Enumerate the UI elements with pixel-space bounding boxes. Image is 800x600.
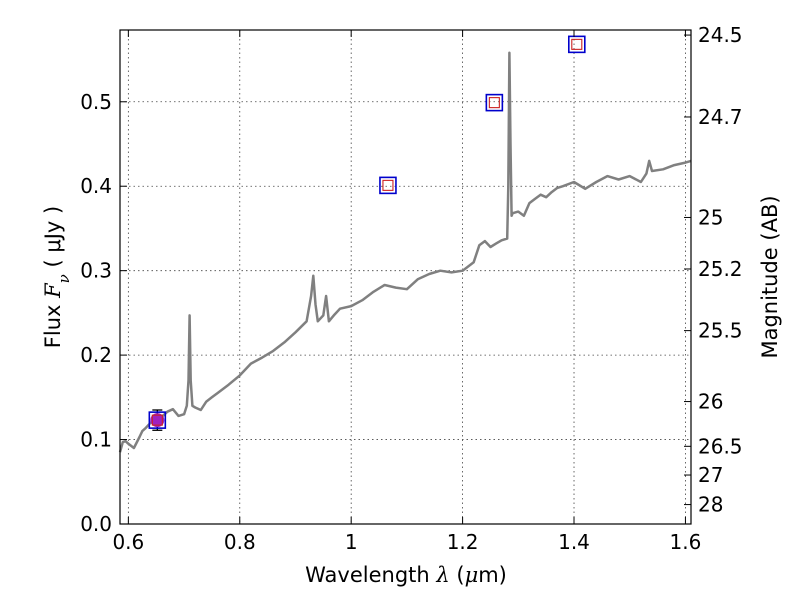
red-square-marker xyxy=(151,414,163,426)
y2-tick-label: 27 xyxy=(698,463,723,487)
y-tick-label: 0.5 xyxy=(80,90,112,114)
y-tick-label: 0.1 xyxy=(80,428,112,452)
y2-tick-label: 25.2 xyxy=(698,257,743,281)
axis-ticks xyxy=(120,30,691,525)
x-tick-label: 1 xyxy=(345,530,358,554)
x-tick-label: 0.6 xyxy=(112,530,144,554)
spectrum-line xyxy=(118,51,692,453)
y-axis-title: Flux Fν ( μJy ) xyxy=(41,206,73,348)
grid-lines xyxy=(120,30,691,524)
y2-tick-label: 24.7 xyxy=(698,105,743,129)
measured-flux-point xyxy=(150,413,165,428)
red-square-marker xyxy=(488,97,500,109)
red-square-marker xyxy=(382,179,394,191)
x-axis-title: Wavelength λ (μm) xyxy=(305,563,507,587)
blue-square-marker xyxy=(567,35,586,54)
y2-tick-label: 26 xyxy=(698,390,723,414)
y2-tick-label: 26.5 xyxy=(698,434,743,458)
x-tick-labels: 0.6 0.8 1 1.2 1.4 1.6 xyxy=(112,530,701,554)
y2-tick-label: 28 xyxy=(698,493,723,517)
y2-tick-label: 25 xyxy=(698,205,723,229)
blue-square-marker xyxy=(379,176,397,195)
red-square-marker xyxy=(571,38,583,50)
y-tick-labels: 0.0 0.1 0.2 0.3 0.4 0.5 xyxy=(80,90,112,536)
y2-axis-title: Magnitude (AB) xyxy=(758,195,782,358)
blue-square-marker xyxy=(485,93,504,112)
y-tick-label: 0.4 xyxy=(80,174,112,198)
y2-tick-label: 25.5 xyxy=(698,319,743,343)
x-tick-label: 1.2 xyxy=(447,530,479,554)
plot-frame xyxy=(119,29,692,525)
x-tick-label: 1.4 xyxy=(558,530,590,554)
y-tick-label: 0.0 xyxy=(80,512,112,536)
y2-tick-labels: 24.5 24.7 25 25.2 25.5 26 26.5 27 28 xyxy=(698,23,743,517)
spectrum-series-group xyxy=(118,51,692,453)
y-tick-label: 0.3 xyxy=(80,259,112,283)
y-tick-label: 0.2 xyxy=(80,343,112,367)
photometry-markers-group xyxy=(148,35,586,431)
blue-square-marker xyxy=(148,411,167,429)
x-tick-label: 1.6 xyxy=(670,530,702,554)
y2-tick-label: 24.5 xyxy=(698,23,743,47)
x-tick-label: 0.8 xyxy=(224,530,256,554)
